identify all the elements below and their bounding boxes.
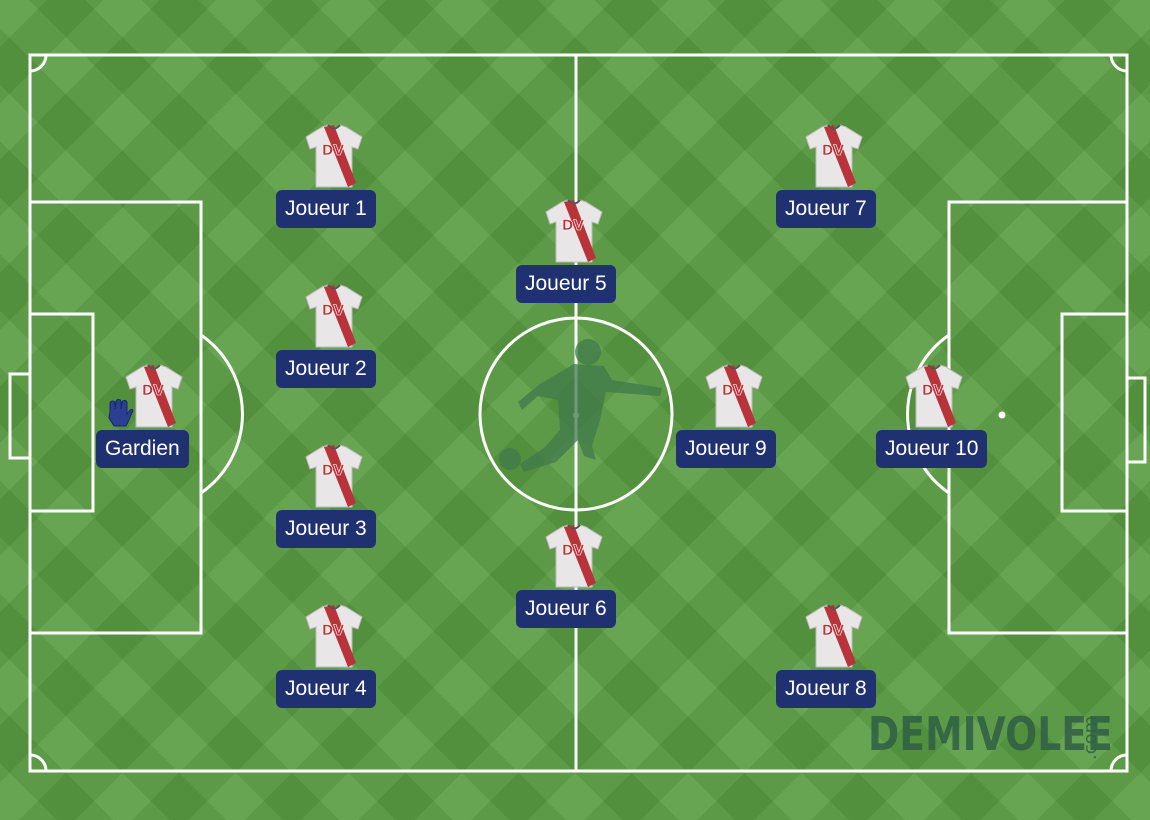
player-shirt-p1[interactable]: DV [302,123,366,189]
player-shirt-p7[interactable]: DV [802,123,866,189]
goalkeeper-glove-icon [104,398,134,428]
player-shirt-p9[interactable]: DV [702,363,766,429]
player-label-gk[interactable]: Gardien [96,430,189,468]
player-label-p7[interactable]: Joueur 7 [776,190,876,228]
svg-text:DV: DV [722,383,745,399]
left-goal-area [28,312,95,513]
svg-text:DV: DV [562,543,585,559]
kicking-player-silhouette-icon [499,339,662,472]
player-shirt-p3[interactable]: DV [302,443,366,509]
right-penalty-arc [906,333,950,495]
player-label-p10[interactable]: Joueur 10 [876,430,988,468]
player-shirt-p10[interactable]: DV [902,363,966,429]
player-label-p9[interactable]: Joueur 9 [676,430,776,468]
brand-logo: DEMIVOLEE [868,707,1113,761]
corner-arc-bottom-left [29,753,48,772]
svg-text:DV: DV [322,303,345,319]
player-label-p5[interactable]: Joueur 5 [516,265,616,303]
center-circle [478,316,674,512]
player-shirt-p4[interactable]: DV [302,603,366,669]
player-shirt-p8[interactable]: DV [802,603,866,669]
player-label-p6[interactable]: Joueur 6 [516,590,616,628]
right-penalty-spot [998,411,1006,419]
player-label-p2[interactable]: Joueur 2 [276,350,376,388]
player-shirt-p5[interactable]: DV [542,198,606,264]
player-label-p3[interactable]: Joueur 3 [276,510,376,548]
svg-text:DV: DV [822,623,845,639]
right-goal [1125,376,1147,464]
svg-text:DV: DV [922,383,945,399]
svg-text:DV: DV [322,623,345,639]
corner-arc-top-left [29,54,48,73]
right-goal-area [1060,312,1129,513]
player-label-p8[interactable]: Joueur 8 [776,670,876,708]
svg-text:DV: DV [322,463,345,479]
player-label-p4[interactable]: Joueur 4 [276,670,376,708]
svg-text:DV: DV [142,383,165,399]
brand-logo-suffix: .com [1080,715,1101,760]
right-penalty-area [947,200,1129,635]
svg-text:DV: DV [562,218,585,234]
corner-arc-top-right [1109,54,1128,73]
player-shirt-p6[interactable]: DV [542,523,606,589]
left-goal [8,372,32,460]
svg-text:DV: DV [822,143,845,159]
left-penalty-arc [200,333,244,495]
svg-text:DV: DV [322,143,345,159]
player-label-p1[interactable]: Joueur 1 [276,190,376,228]
player-shirt-gk[interactable]: DV [122,363,186,429]
corner-arc-bottom-right [1109,753,1128,772]
player-shirt-p2[interactable]: DV [302,283,366,349]
